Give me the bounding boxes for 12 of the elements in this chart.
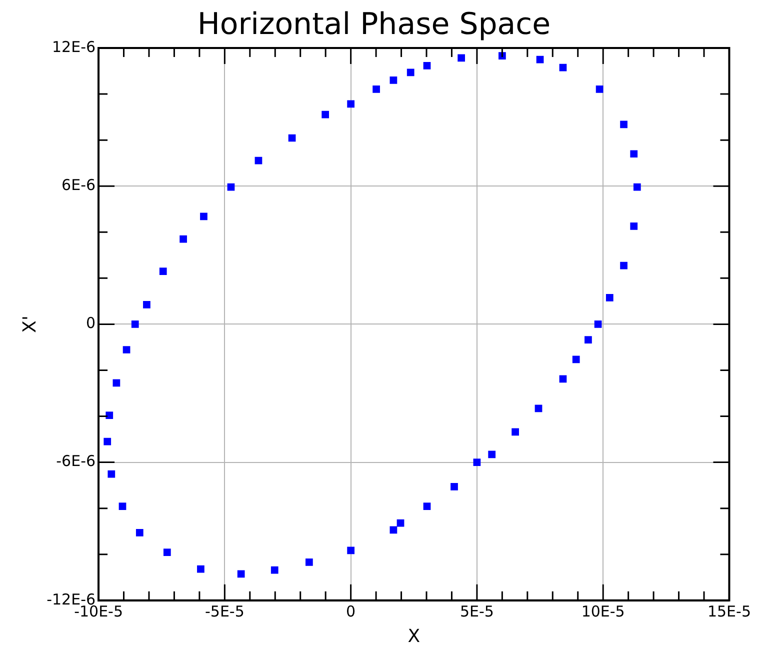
x-axis-title: X	[408, 626, 420, 647]
chart-title: Horizontal Phase Space	[197, 6, 551, 42]
y-tick-label: 6E-6	[62, 176, 96, 194]
x-tick-label: 15E-5	[707, 602, 752, 620]
y-tick-label: 12E-6	[52, 38, 96, 56]
x-tick-label: 5E-5	[460, 602, 494, 620]
y-axis-title: X'	[19, 316, 40, 333]
y-tick-label: -6E-6	[56, 452, 96, 470]
x-tick-label: 10E-5	[581, 602, 625, 620]
y-tick-label: 0	[86, 314, 96, 332]
x-tick-label: -5E-5	[204, 602, 244, 620]
x-tick-label: 0	[346, 602, 356, 620]
